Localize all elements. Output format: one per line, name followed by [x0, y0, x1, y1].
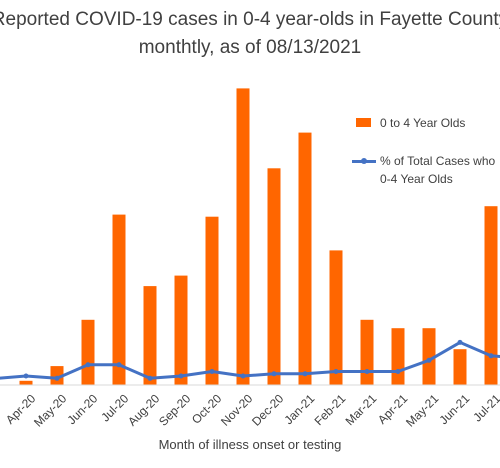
- bar-Nov-20: [236, 88, 250, 386]
- x-tick-label: Sep-20: [156, 391, 193, 428]
- line-point-Jun-20: [85, 362, 91, 368]
- line-point-May-21: [426, 357, 432, 363]
- bar-Jun-21: [453, 349, 467, 385]
- bar-Jul-21: [484, 206, 498, 385]
- legend-line-marker: [361, 158, 367, 164]
- line-point-Aug-20: [147, 375, 153, 381]
- x-tick-label: Jul-21: [470, 391, 500, 424]
- line-point-Feb-21: [333, 369, 339, 374]
- bar-Oct-20: [205, 216, 219, 385]
- bar-Jul-20: [112, 214, 126, 385]
- bar-Sep-20: [174, 275, 188, 385]
- x-tick-label: Feb-21: [312, 391, 349, 428]
- bar-Jun-20: [81, 319, 95, 385]
- legend-bar-swatch: [356, 118, 371, 127]
- line-point-Mar-21: [364, 369, 370, 374]
- line-point-Apr-20: [23, 373, 29, 379]
- x-tick-label: May-21: [403, 391, 441, 429]
- x-axis: Apr-20May-20Jun-20Jul-20Aug-20Sep-20Oct-…: [0, 384, 500, 430]
- line-point-Jan-21: [302, 371, 308, 377]
- bar-May-20: [50, 366, 64, 385]
- x-tick-label: May-20: [31, 391, 69, 429]
- bar-Jan-21: [298, 132, 312, 385]
- bar-Dec-20: [267, 168, 281, 385]
- bar-Feb-21: [329, 250, 343, 385]
- bar-May-21: [422, 328, 436, 385]
- bars-layer: [19, 88, 498, 386]
- line-point-Jul-21: [488, 353, 494, 359]
- bar-Apr-21: [391, 328, 405, 385]
- x-tick-label: Jun-21: [436, 391, 472, 427]
- bar-Mar-21: [360, 319, 374, 385]
- chart-title: Reported COVID-19 cases in 0-4 year-olds…: [0, 6, 500, 62]
- x-tick-label: Mar-21: [343, 391, 380, 428]
- bar-Apr-20: [19, 380, 33, 385]
- line-point-Jun-21: [457, 339, 463, 345]
- line-layer: [0, 339, 500, 381]
- legend-item-line: % of Total Cases who 0-4 Year Olds: [352, 152, 500, 188]
- legend: 0 to 4 Year Olds % of Total Cases who 0-…: [352, 114, 500, 208]
- x-tick-label: Jun-20: [64, 391, 100, 427]
- x-tick-label: Nov-20: [218, 391, 255, 428]
- x-axis-title: Month of illness onset or testing: [158, 437, 342, 452]
- line-point-Nov-20: [240, 373, 246, 379]
- x-tick-label: Aug-20: [125, 391, 162, 428]
- chart-title-line1: Reported COVID-19 cases in 0-4 year-olds…: [0, 9, 500, 30]
- x-tick-label: Dec-20: [249, 391, 286, 428]
- x-tick-label: Jan-21: [281, 391, 317, 427]
- line-point-Jul-20: [116, 362, 122, 368]
- line-point-May-20: [54, 375, 60, 381]
- line-point-Dec-20: [271, 371, 277, 377]
- legend-line-label: % of Total Cases who 0-4 Year Olds: [380, 154, 496, 186]
- line-point-Apr-21: [395, 369, 401, 374]
- bar-Aug-20: [143, 286, 157, 385]
- legend-bar-label: 0 to 4 Year Olds: [380, 116, 466, 130]
- chart-title-line2: monthtly, as of 08/13/2021: [138, 37, 362, 58]
- x-tick-label: Oct-20: [189, 391, 225, 427]
- line-point-Sep-20: [178, 373, 184, 379]
- line-point-Oct-20: [209, 369, 215, 374]
- legend-item-bars: 0 to 4 Year Olds: [356, 114, 500, 132]
